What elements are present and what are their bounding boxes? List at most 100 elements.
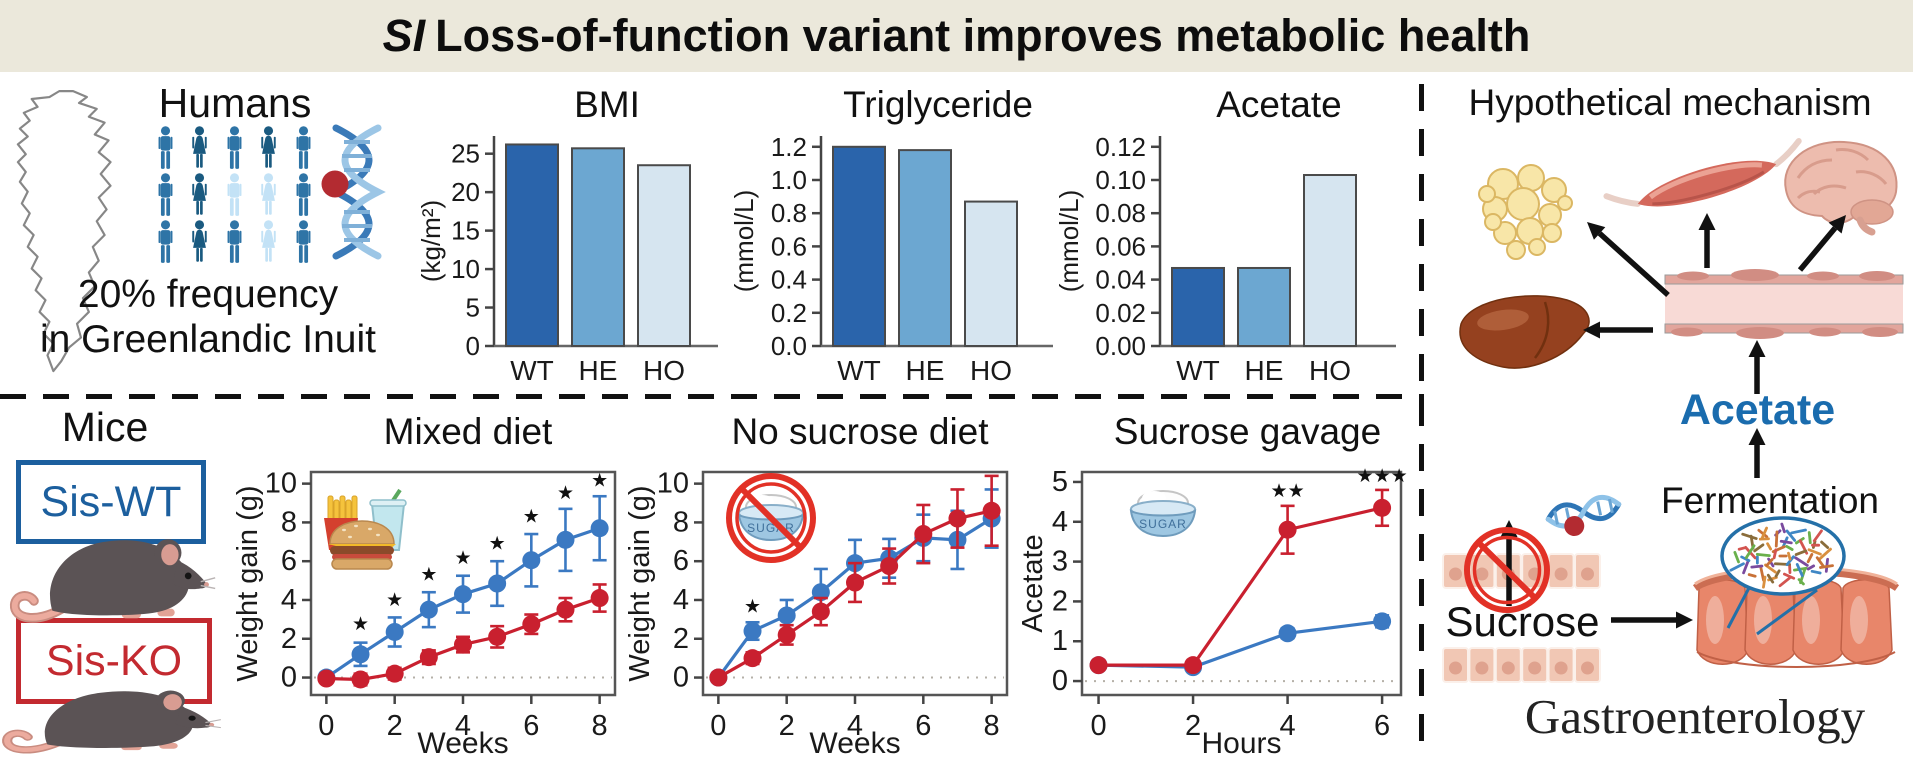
fast-food-icon (324, 488, 407, 570)
bar-HO (637, 164, 691, 347)
page-title: SI Loss-of-function variant improves met… (0, 0, 1913, 72)
data-point (1373, 612, 1392, 631)
y-axis-label: Weight gain (g) (625, 485, 656, 681)
svg-text:0.0: 0.0 (771, 331, 807, 361)
data-point (385, 664, 404, 683)
female-person-icon (261, 126, 276, 168)
male-person-icon (158, 126, 173, 169)
title-text: Loss-of-function variant improves metabo… (435, 10, 1531, 61)
bmi-chart-title: BMI (574, 84, 640, 125)
svg-text:0.6: 0.6 (771, 231, 807, 261)
mechanism-heading: Hypothetical mechanism (1468, 82, 1872, 123)
dna-helix-icon (321, 124, 386, 260)
svg-text:4: 4 (455, 710, 471, 742)
svg-text:0.2: 0.2 (771, 298, 807, 328)
mixed-diet-chart-title: Mixed diet (383, 411, 553, 452)
svg-text:10: 10 (265, 468, 297, 500)
data-point (419, 648, 438, 667)
category-label: WT (510, 355, 554, 386)
svg-text:0.08: 0.08 (1095, 198, 1146, 228)
svg-text:0.8: 0.8 (771, 198, 807, 228)
significance-marker: ★ (557, 483, 574, 504)
bar-WT (832, 145, 886, 348)
data-point (709, 668, 728, 687)
category-label: HE (906, 355, 945, 386)
svg-text:1.0: 1.0 (771, 165, 807, 195)
male-person-icon (296, 173, 311, 216)
greenland-map-icon (16, 90, 112, 373)
sis-wt-label: Sis-WT (40, 477, 182, 526)
data-point (419, 600, 438, 619)
category-label: WT (837, 355, 881, 386)
svg-text:0.10: 0.10 (1095, 165, 1146, 195)
y-axis-label: (mmol/L) (733, 190, 759, 293)
epithelium-icon (1442, 553, 1601, 683)
significance-marker: ★ (744, 597, 761, 618)
bmi-chart: BMI 0 5 10 15 20 25 WT HE HO (kg/m²) (416, 82, 720, 395)
x-axis-label: Weeks (417, 727, 508, 757)
data-point (811, 583, 830, 602)
x-axis-label: Weeks (809, 727, 900, 757)
population-pictogram (150, 126, 320, 265)
sugar-bowl-icon: SUGAR (1129, 490, 1197, 538)
data-point (777, 625, 796, 644)
svg-text:6: 6 (281, 545, 297, 577)
horizontal-dashed-divider (0, 394, 1424, 399)
fat-tissue-icon (1478, 164, 1573, 260)
category-label: HO (643, 355, 685, 386)
sis-wt-label-box: Sis-WT (16, 460, 206, 544)
svg-text:0: 0 (318, 710, 334, 742)
svg-text:8: 8 (281, 506, 297, 538)
svg-text:6: 6 (673, 545, 689, 577)
svg-text:4: 4 (847, 710, 863, 742)
muscle-icon (1603, 138, 1802, 207)
humans-caption: 20% frequency in Greenlandic Inuit (0, 272, 416, 362)
y-axis-label: Acetate (1018, 534, 1049, 632)
svg-text:0.02: 0.02 (1095, 298, 1146, 328)
svg-text:5: 5 (1052, 466, 1068, 498)
y-axis-label: (mmol/L) (1058, 190, 1084, 293)
x-axis-label: Hours (1201, 727, 1281, 757)
mixed-diet-chart-plot: 0 2 4 6 8 0 2 4 6 8 10 Weeks Weight gain (g) ★ ★ ★ ★ ★ ★ ★ ★ (232, 468, 617, 757)
data-point (454, 585, 472, 604)
brain-icon (1784, 140, 1898, 236)
significance-marker: ★ (386, 590, 403, 611)
svg-text:4: 4 (673, 584, 689, 616)
svg-text:2: 2 (1185, 710, 1201, 742)
male-person-icon (158, 173, 173, 216)
title-gene-symbol: SI (382, 10, 426, 61)
dna-small-icon (1545, 494, 1622, 536)
data-point (846, 573, 864, 592)
bar-WT (505, 143, 559, 348)
svg-text:2: 2 (673, 623, 689, 655)
data-point (590, 589, 609, 608)
data-point (948, 509, 967, 528)
fermentation-label: Fermentation (1661, 480, 1879, 521)
liver-icon (1459, 295, 1590, 369)
significance-marker: ★★★ (1357, 466, 1408, 487)
no-sucrose-diet-chart-plot: 0 2 4 6 8 0 2 4 6 8 10 Weeks Weight gain (g) SUGAR ★ (624, 468, 1009, 757)
vertical-dashed-divider (1419, 84, 1424, 757)
svg-text:4: 4 (1052, 506, 1068, 538)
data-point (454, 635, 472, 654)
bar-WT (1171, 266, 1225, 347)
category-label: HO (970, 355, 1012, 386)
svg-text:5: 5 (466, 293, 480, 323)
significance-marker: ★ (420, 565, 437, 586)
data-point (317, 669, 336, 688)
female-person-icon (192, 220, 208, 262)
y-axis-label: Weight gain (g) (233, 485, 264, 681)
svg-text:1.2: 1.2 (771, 132, 807, 162)
data-point (488, 627, 507, 646)
sis-ko-label-box: Sis-KO (16, 618, 212, 704)
svg-text:0: 0 (673, 662, 689, 694)
no-sugar-bowl-icon: SUGAR (726, 473, 816, 563)
svg-text:4: 4 (1280, 710, 1296, 742)
caption-line-1: 20% frequency (77, 273, 339, 316)
data-point (743, 649, 762, 668)
svg-text:8: 8 (984, 710, 1000, 742)
intestine-icon (1692, 566, 1900, 668)
category-label: HO (1309, 355, 1351, 386)
no-sucrose-diet-chart-title: No sucrose diet (731, 411, 989, 452)
